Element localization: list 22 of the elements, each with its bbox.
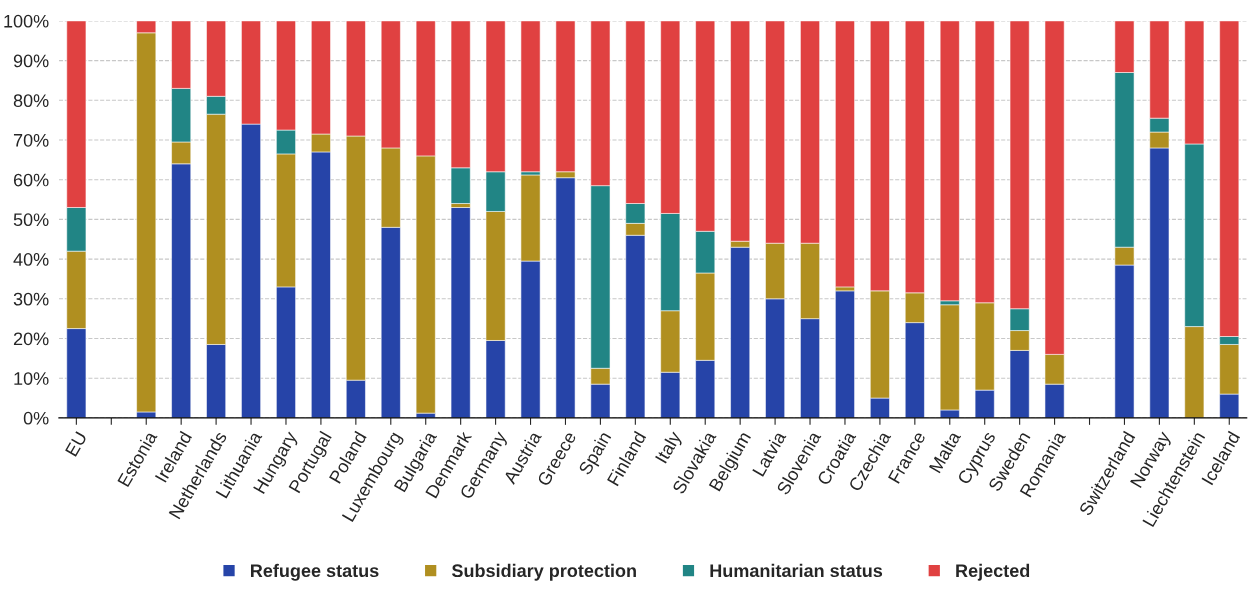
y-tick-label: 100% [4, 14, 49, 28]
legend-label: Rejected [956, 563, 1030, 581]
bar [450, 207, 471, 418]
y-tick-label: 70% [13, 133, 49, 147]
bar [520, 20, 541, 173]
bar [730, 246, 751, 418]
y-tick-label: 10% [14, 372, 49, 385]
bar [835, 290, 855, 418]
bar [835, 20, 855, 288]
y-tick-label: 20% [13, 332, 49, 346]
legend-label: Subsidiary protection [451, 563, 636, 581]
y-tick-label: 40% [13, 253, 49, 266]
y-tick-label: 30% [13, 292, 49, 306]
y-tick-label: 60% [13, 173, 49, 187]
y-tick-label: 90% [13, 54, 49, 68]
legend-label: Refugee status [251, 563, 379, 581]
y-tick-label: 50% [13, 213, 49, 227]
legend-label: Humanitarian status [710, 563, 883, 578]
y-tick-label: 0% [23, 411, 49, 425]
x-tick-label: EU [65, 431, 88, 457]
bar [939, 20, 960, 302]
y-tick-label: 80% [13, 94, 49, 108]
